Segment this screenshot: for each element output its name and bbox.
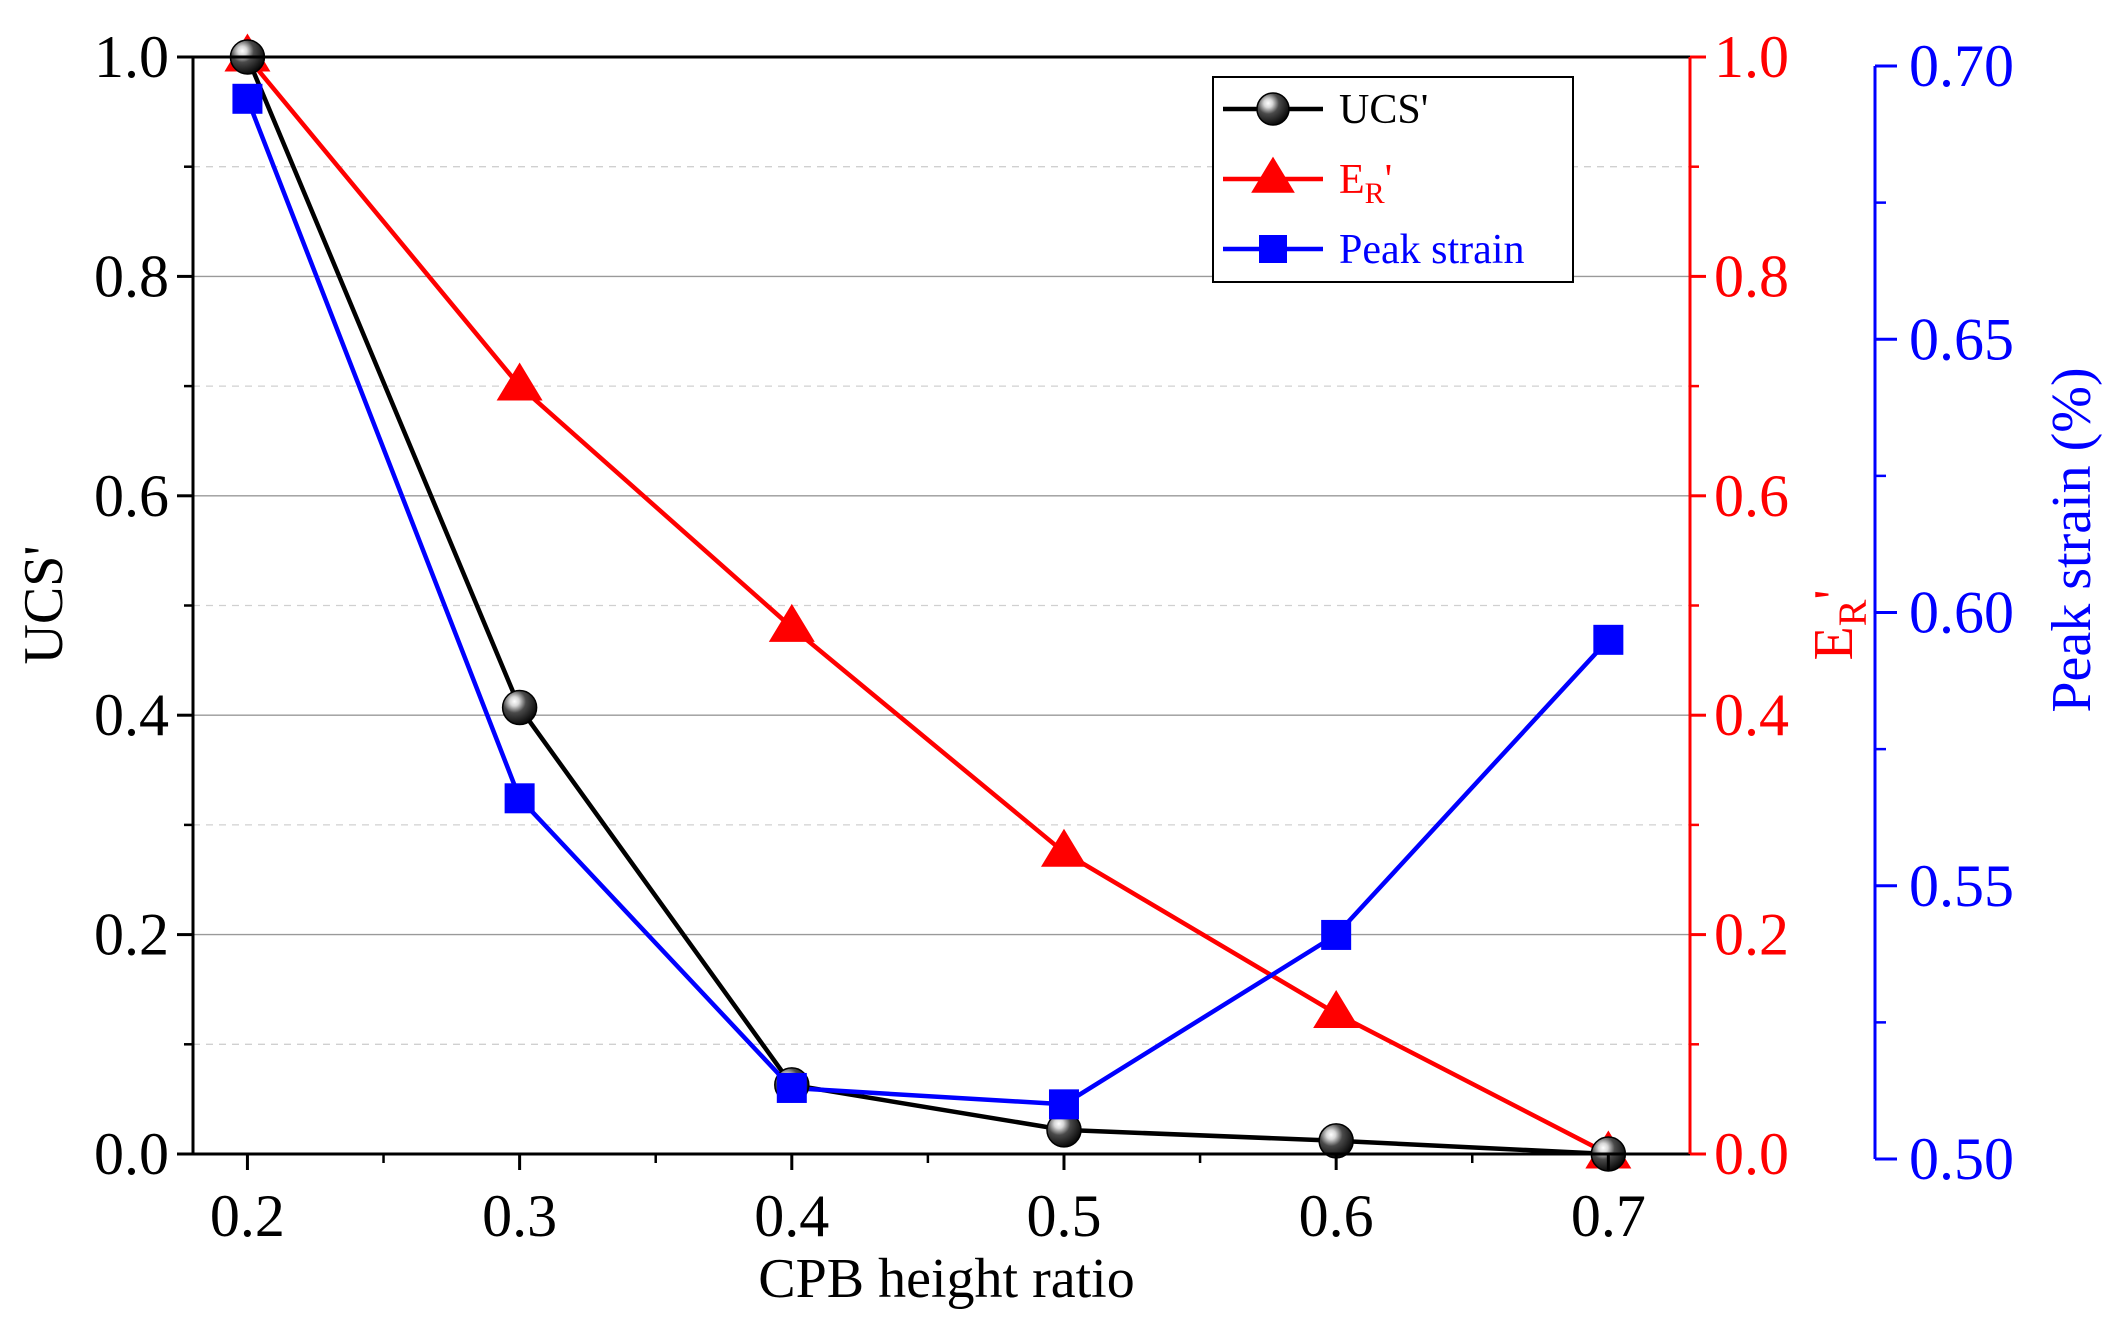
x-tick-label: 0.6 (1299, 1183, 1374, 1249)
x-tick-label: 0.7 (1571, 1183, 1646, 1249)
axes-layer: 0.2 0.3 0.4 0.5 0.6 0.7 CPB height ratio 0.0 0.2… (13, 24, 2103, 1310)
right-tick-label-peak-strain: 0.50 (1909, 1126, 2014, 1192)
series-line-E_R' (245, 55, 1610, 1156)
right-tick-label-er: 1.0 (1714, 24, 1789, 90)
right-tick-label-peak-strain: 0.65 (1909, 306, 2014, 372)
x-tick-label: 0.5 (1026, 1183, 1101, 1249)
left-tick-label: 1.0 (94, 24, 169, 90)
data-point (232, 83, 263, 114)
legend-label: UCS' (1339, 87, 1428, 133)
left-tick-label: 0.0 (94, 1121, 169, 1187)
series-line-UCS' (245, 56, 1609, 1157)
data-point (1321, 919, 1352, 950)
right-axis-label-peak-strain: Peak strain (%) (2041, 367, 2103, 712)
right-tick-label-peak-strain: 0.55 (1909, 853, 2014, 919)
right-tick-label-peak-strain: 0.70 (1909, 33, 2014, 99)
right-tick-label-er: 0.2 (1714, 902, 1789, 968)
series-layer (224, 33, 1632, 1172)
data-point (504, 783, 535, 814)
right-tick-label-er: 0.6 (1714, 463, 1789, 529)
data-point (1313, 990, 1360, 1029)
legend-label: Peak strain (1339, 227, 1524, 273)
legend-marker (1251, 156, 1295, 193)
legend: UCS' ER' Peak strain (1212, 76, 1574, 283)
data-point (776, 1072, 807, 1103)
right-tick-label-er: 0.0 (1714, 1121, 1789, 1187)
left-tick-label: 0.6 (94, 463, 169, 529)
legend-marker (1256, 92, 1290, 126)
series-line-Peak strain (245, 97, 1610, 1107)
right-tick-label-er: 0.4 (1714, 682, 1789, 748)
data-point (768, 603, 815, 642)
left-tick-label: 0.2 (94, 902, 169, 968)
data-point (1593, 624, 1624, 655)
x-tick-label: 0.2 (210, 1183, 285, 1249)
data-point (1048, 1089, 1079, 1120)
grid-layer (193, 166, 1690, 1045)
legend-label: ER' (1339, 157, 1392, 210)
right-axis-label-er: ER' (1803, 590, 1875, 661)
right-tick-label-peak-strain: 0.60 (1909, 580, 2014, 646)
legend-marker (1259, 235, 1287, 263)
data-point (496, 362, 543, 401)
x-tick-label: 0.4 (754, 1183, 829, 1249)
data-point (501, 689, 538, 726)
left-tick-label: 0.8 (94, 243, 169, 309)
right-tick-label-er: 0.8 (1714, 243, 1789, 309)
left-tick-label: 0.4 (94, 682, 169, 748)
x-axis-label: CPB height ratio (758, 1248, 1134, 1310)
data-point (1040, 828, 1087, 867)
x-tick-label: 0.3 (482, 1183, 557, 1249)
left-axis-label: UCS' (13, 545, 75, 664)
